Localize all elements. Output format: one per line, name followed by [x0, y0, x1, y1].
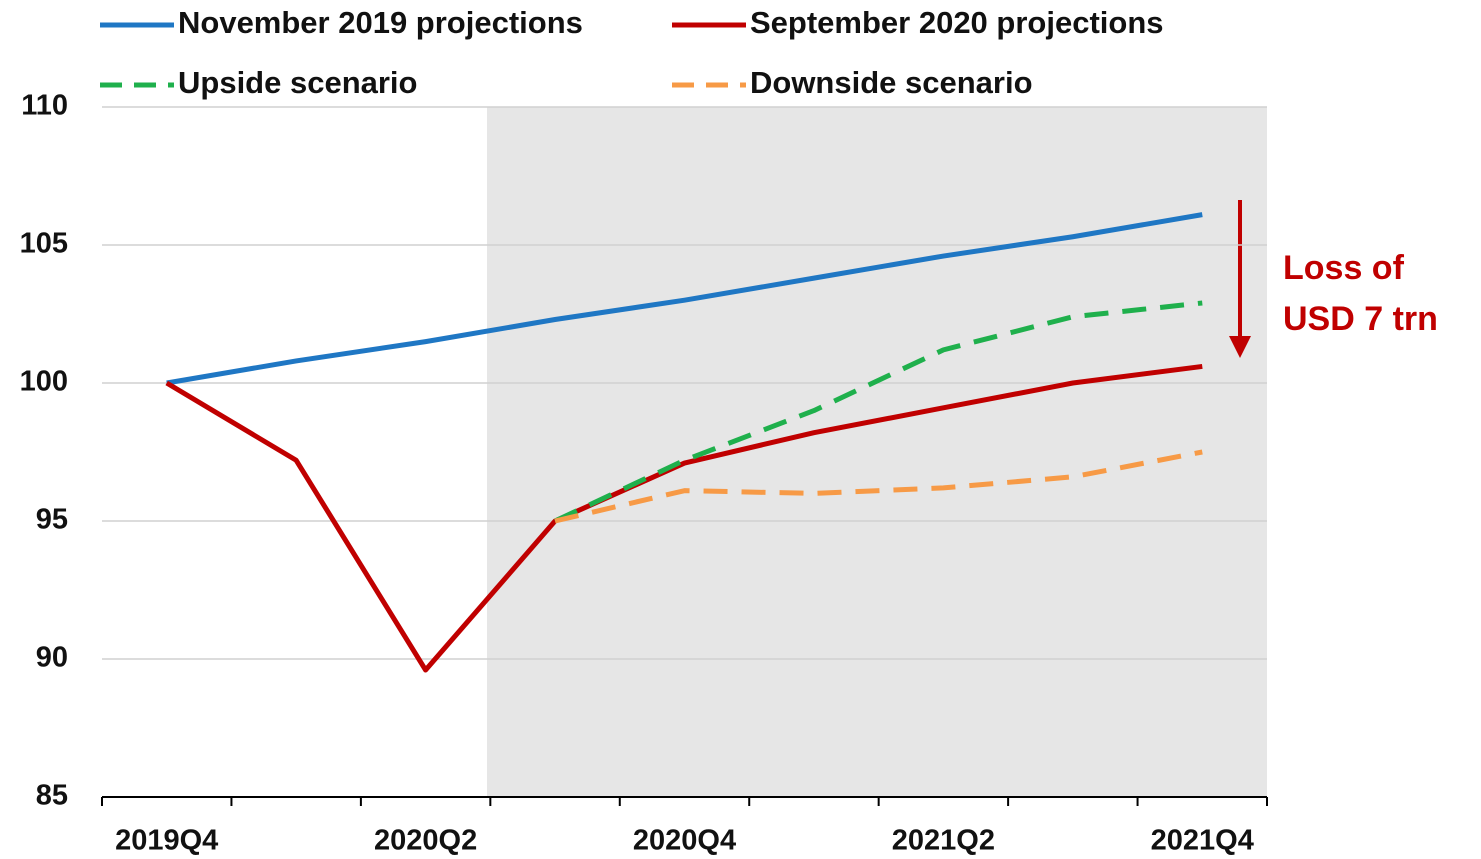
y-tick-label: 110 [21, 90, 68, 122]
legend-label: September 2020 projections [750, 5, 1164, 40]
projection-shade [487, 107, 1267, 797]
annotation: USD 7 trn [1283, 300, 1438, 338]
x-tick-label: 2019Q4 [115, 825, 218, 857]
series-line [165, 363, 1203, 673]
x-tick-label: 2020Q2 [374, 825, 477, 857]
legend-label: November 2019 projections [178, 5, 583, 40]
y-tick-label: 90 [36, 642, 68, 674]
y-tick-label: 100 [20, 366, 68, 398]
x-tick-label: 2020Q4 [633, 825, 736, 857]
y-tick-label: 105 [20, 228, 68, 260]
series-line [554, 449, 1203, 524]
y-tick-label: 95 [36, 504, 68, 536]
x-tick-label: 2021Q4 [1151, 825, 1254, 857]
y-tick-label: 85 [36, 780, 68, 812]
series-line [166, 212, 1203, 386]
legend-label: Upside scenario [178, 65, 417, 100]
series-line [553, 300, 1203, 524]
annotation-arrow [1229, 200, 1251, 358]
x-tick-label: 2021Q2 [892, 825, 995, 857]
legend-label: Downside scenario [750, 65, 1033, 100]
annotation: Loss of [1283, 249, 1405, 287]
